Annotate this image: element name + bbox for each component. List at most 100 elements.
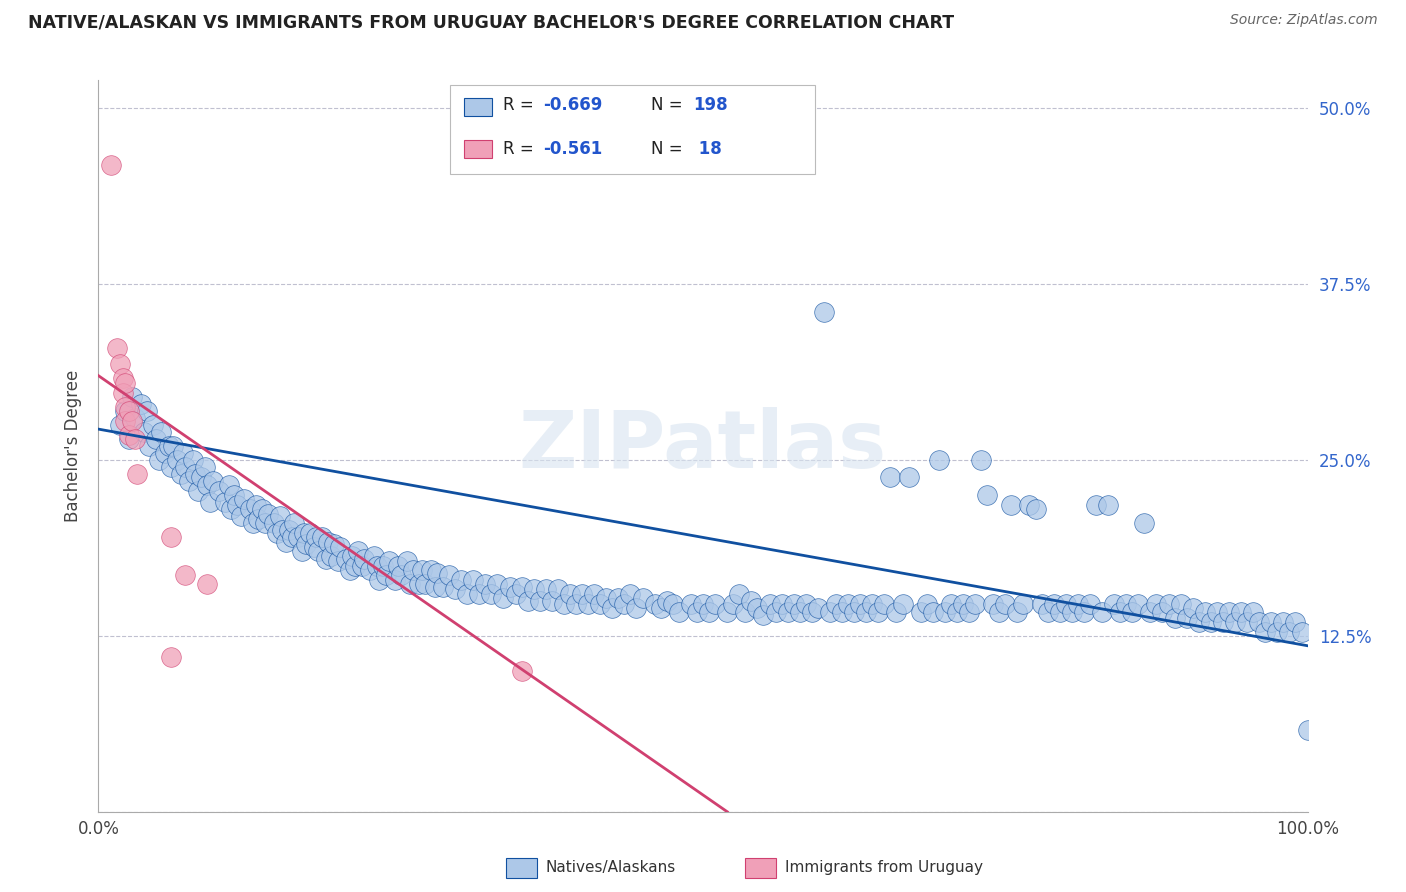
Point xyxy=(323,537,346,551)
Point xyxy=(342,549,364,563)
Point xyxy=(360,563,382,577)
Point xyxy=(1291,624,1313,639)
Point xyxy=(516,593,538,607)
Point xyxy=(1042,597,1064,611)
Point xyxy=(879,470,901,484)
Point xyxy=(413,577,436,591)
Point xyxy=(607,591,630,605)
Point xyxy=(794,597,817,611)
Point xyxy=(124,410,146,425)
Point xyxy=(271,524,294,538)
Point xyxy=(194,460,217,475)
Point xyxy=(363,549,385,563)
Point xyxy=(368,573,391,587)
Point xyxy=(860,597,883,611)
Point xyxy=(782,597,804,611)
Point xyxy=(547,582,569,597)
Text: Source: ZipAtlas.com: Source: ZipAtlas.com xyxy=(1230,13,1378,28)
Point xyxy=(868,605,890,619)
Point xyxy=(402,563,425,577)
Point xyxy=(287,530,309,544)
Point xyxy=(1206,605,1229,619)
Point xyxy=(716,605,738,619)
Point xyxy=(1199,615,1222,629)
Point xyxy=(994,597,1017,611)
Point xyxy=(292,526,315,541)
Text: 198: 198 xyxy=(693,96,728,114)
Point xyxy=(160,530,183,544)
Point xyxy=(263,516,285,531)
Point xyxy=(411,563,433,577)
Point xyxy=(1223,615,1246,629)
Point xyxy=(384,573,406,587)
Point xyxy=(1097,498,1119,512)
Point xyxy=(1236,615,1258,629)
Point xyxy=(1121,605,1143,619)
Point xyxy=(818,605,841,619)
Point xyxy=(121,390,143,404)
Point xyxy=(245,498,267,512)
Point xyxy=(873,597,896,611)
Y-axis label: Bachelor's Degree: Bachelor's Degree xyxy=(65,370,83,522)
Point xyxy=(976,488,998,502)
Text: NATIVE/ALASKAN VS IMMIGRANTS FROM URUGUAY BACHELOR'S DEGREE CORRELATION CHART: NATIVE/ALASKAN VS IMMIGRANTS FROM URUGUA… xyxy=(28,13,955,31)
Point xyxy=(371,558,394,573)
Point xyxy=(946,605,969,619)
Point xyxy=(305,530,328,544)
Point xyxy=(1260,615,1282,629)
Point xyxy=(1073,605,1095,619)
Point xyxy=(928,453,950,467)
Point xyxy=(697,605,720,619)
Point xyxy=(335,551,357,566)
Point xyxy=(266,526,288,541)
Point xyxy=(432,580,454,594)
Point xyxy=(1146,597,1168,611)
Point xyxy=(456,587,478,601)
Point xyxy=(650,600,672,615)
Point xyxy=(463,573,485,587)
Point xyxy=(389,568,412,582)
Point xyxy=(426,566,449,580)
Point xyxy=(114,400,136,414)
Point xyxy=(529,593,551,607)
Point xyxy=(1249,615,1271,629)
Point xyxy=(366,558,388,573)
Point xyxy=(221,502,243,516)
Point xyxy=(195,577,218,591)
Point xyxy=(326,554,349,568)
Point xyxy=(250,502,273,516)
Point xyxy=(387,558,409,573)
Point xyxy=(1278,624,1301,639)
Point xyxy=(988,605,1011,619)
Point xyxy=(111,371,134,385)
Point xyxy=(523,582,546,597)
Point xyxy=(1212,615,1234,629)
Point xyxy=(1175,610,1198,624)
Point xyxy=(910,605,932,619)
Point xyxy=(145,432,167,446)
Point xyxy=(510,664,533,678)
Point xyxy=(1060,605,1083,619)
Point xyxy=(558,587,581,601)
Point xyxy=(420,563,443,577)
Point xyxy=(142,417,165,432)
Point xyxy=(1272,615,1295,629)
Point xyxy=(952,597,974,611)
Point xyxy=(118,404,141,418)
Point xyxy=(704,597,727,611)
Point xyxy=(765,605,787,619)
Point xyxy=(127,467,149,482)
Point xyxy=(208,483,231,498)
Point xyxy=(214,495,236,509)
Point xyxy=(1267,624,1289,639)
Point xyxy=(1139,605,1161,619)
Point xyxy=(474,577,496,591)
Point xyxy=(576,597,599,611)
Point xyxy=(837,597,859,611)
Point xyxy=(655,593,678,607)
Point xyxy=(311,530,333,544)
Point xyxy=(602,600,624,615)
Point xyxy=(278,524,301,538)
Point xyxy=(160,460,183,475)
Point xyxy=(162,439,184,453)
